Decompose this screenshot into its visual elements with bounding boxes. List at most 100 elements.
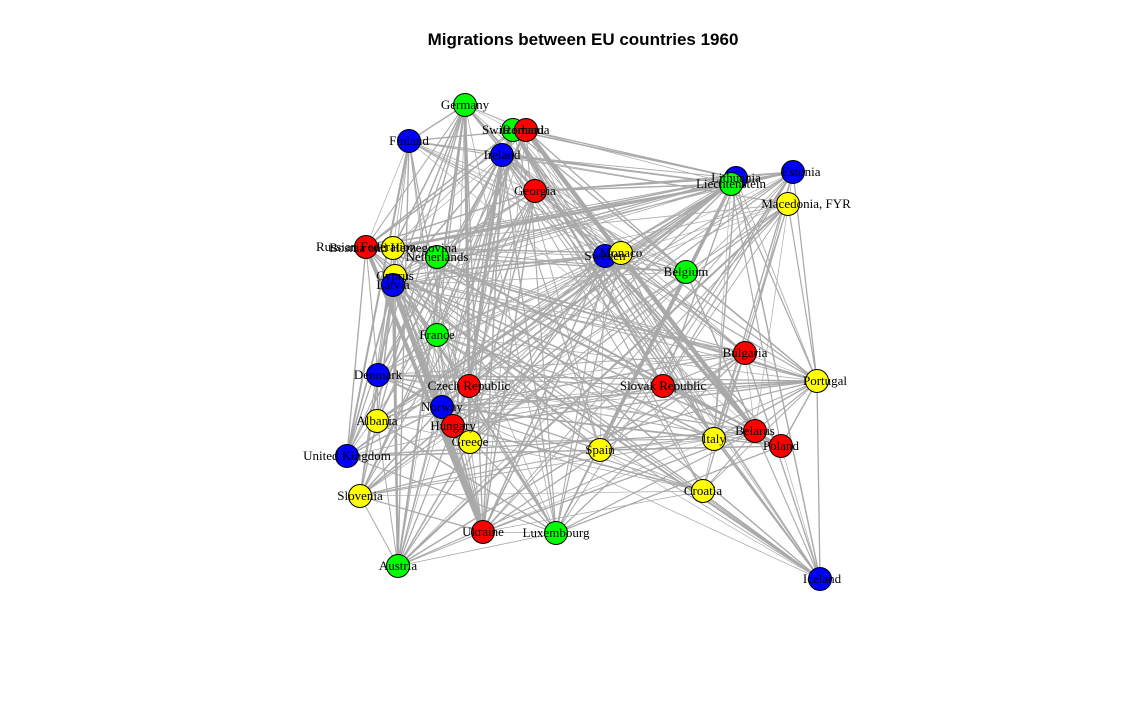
- migration-edge: [469, 203, 789, 443]
- migration-edge: [346, 140, 410, 457]
- node-label-monaco: Monaco: [600, 245, 643, 260]
- migration-edge: [394, 275, 821, 580]
- node-label-sweden: Sweden: [584, 248, 626, 263]
- node-czech: [457, 374, 481, 398]
- migration-edge: [501, 154, 704, 492]
- migration-edge: [365, 246, 622, 254]
- migration-edge: [408, 140, 687, 273]
- node-georgia: [523, 179, 547, 203]
- migration-edge: [603, 254, 757, 433]
- migration-edge: [397, 380, 818, 567]
- migration-edge: [397, 171, 794, 567]
- node-netherlands: [425, 245, 449, 269]
- migration-edge: [392, 104, 466, 249]
- node-label-bosnia: Bosnia and Herzegovina: [329, 240, 457, 255]
- migration-edge: [482, 255, 606, 533]
- node-label-iceland: Iceland: [803, 571, 842, 586]
- migration-edge: [436, 255, 606, 336]
- migration-edge: [469, 441, 484, 533]
- node-portugal: [805, 369, 829, 393]
- node-label-liechtenstein: Liechtenstein: [696, 176, 767, 191]
- migration-edge: [534, 190, 687, 273]
- migration-edge: [359, 495, 399, 567]
- migration-edge: [394, 183, 732, 277]
- node-france: [425, 323, 449, 347]
- edges-layer: [346, 103, 821, 580]
- migration-edge: [436, 334, 818, 382]
- node-label-ireland: Ireland: [484, 147, 521, 162]
- migration-edge: [452, 380, 818, 427]
- node-label-slovenia: Slovenia: [337, 488, 383, 503]
- migration-edge: [713, 380, 818, 440]
- node-label-estonia: Estonia: [782, 164, 821, 179]
- migration-edge: [392, 252, 622, 286]
- migration-edge: [787, 203, 818, 382]
- node-label-belarus: Belarus: [735, 423, 775, 438]
- migration-edge: [394, 275, 715, 440]
- migration-edge: [359, 406, 443, 497]
- migration-edge: [754, 380, 818, 432]
- node-latvia: [381, 273, 405, 297]
- migration-edge: [377, 352, 746, 376]
- migration-edge: [713, 177, 737, 440]
- node-label-switzerland: Switzerland: [482, 122, 545, 137]
- node-label-austria: Austria: [379, 558, 418, 573]
- migration-edge: [392, 104, 466, 286]
- node-spain: [588, 438, 612, 462]
- node-finland: [397, 129, 421, 153]
- migration-edge: [346, 385, 664, 457]
- migration-edge: [436, 334, 715, 440]
- migration-edge: [662, 352, 746, 387]
- node-label-germany: Germany: [441, 97, 490, 112]
- migration-edge: [436, 334, 821, 580]
- migration-edge: [452, 425, 484, 533]
- migration-edge: [702, 430, 756, 492]
- node-hungary: [441, 414, 465, 438]
- node-belgium: [674, 260, 698, 284]
- node-monaco: [609, 241, 633, 265]
- migration-edge: [359, 177, 737, 497]
- migration-edge: [744, 352, 821, 580]
- node-slovenia: [348, 484, 372, 508]
- migration-edge: [744, 352, 756, 432]
- node-ukraine: [471, 520, 495, 544]
- migration-edge: [436, 256, 821, 580]
- migration-edge: [392, 284, 821, 580]
- migration-edge: [534, 171, 794, 192]
- node-label-georgia: Georgia: [514, 183, 556, 198]
- migration-edge: [482, 252, 622, 533]
- nodes-layer: [335, 93, 832, 591]
- migration-edge: [376, 275, 396, 422]
- node-label-spain: Spain: [585, 442, 615, 457]
- migration-edge: [391, 283, 400, 568]
- migration-edge: [377, 256, 438, 376]
- node-liechtenstein: [719, 172, 743, 196]
- node-iceland: [808, 567, 832, 591]
- migration-edge: [436, 256, 687, 273]
- node-label-finland: Finland: [389, 133, 429, 148]
- node-slovak: [651, 374, 675, 398]
- migration-edge: [780, 445, 821, 580]
- migration-edge: [397, 531, 484, 567]
- migration-edge: [467, 153, 504, 388]
- node-label-czech: Czech Republic: [428, 378, 511, 393]
- migration-edge: [397, 532, 557, 567]
- migration-edge: [482, 203, 789, 533]
- node-austria: [386, 554, 410, 578]
- migration-edge: [365, 246, 379, 376]
- migration-edge: [346, 183, 732, 457]
- migration-edge: [376, 420, 399, 567]
- node-label-denmark: Denmark: [354, 367, 403, 382]
- migration-edge: [501, 154, 687, 273]
- node-macedonia: [776, 192, 800, 216]
- migration-edge: [620, 203, 789, 254]
- node-label-romania: Romania: [503, 122, 550, 137]
- node-russia: [354, 235, 378, 259]
- migration-edge: [441, 380, 818, 408]
- node-label-hungary: Hungary: [430, 418, 476, 433]
- migration-edge: [604, 255, 746, 354]
- node-label-croatia: Croatia: [684, 483, 722, 498]
- migration-edge: [359, 495, 484, 533]
- node-luxembourg: [544, 521, 568, 545]
